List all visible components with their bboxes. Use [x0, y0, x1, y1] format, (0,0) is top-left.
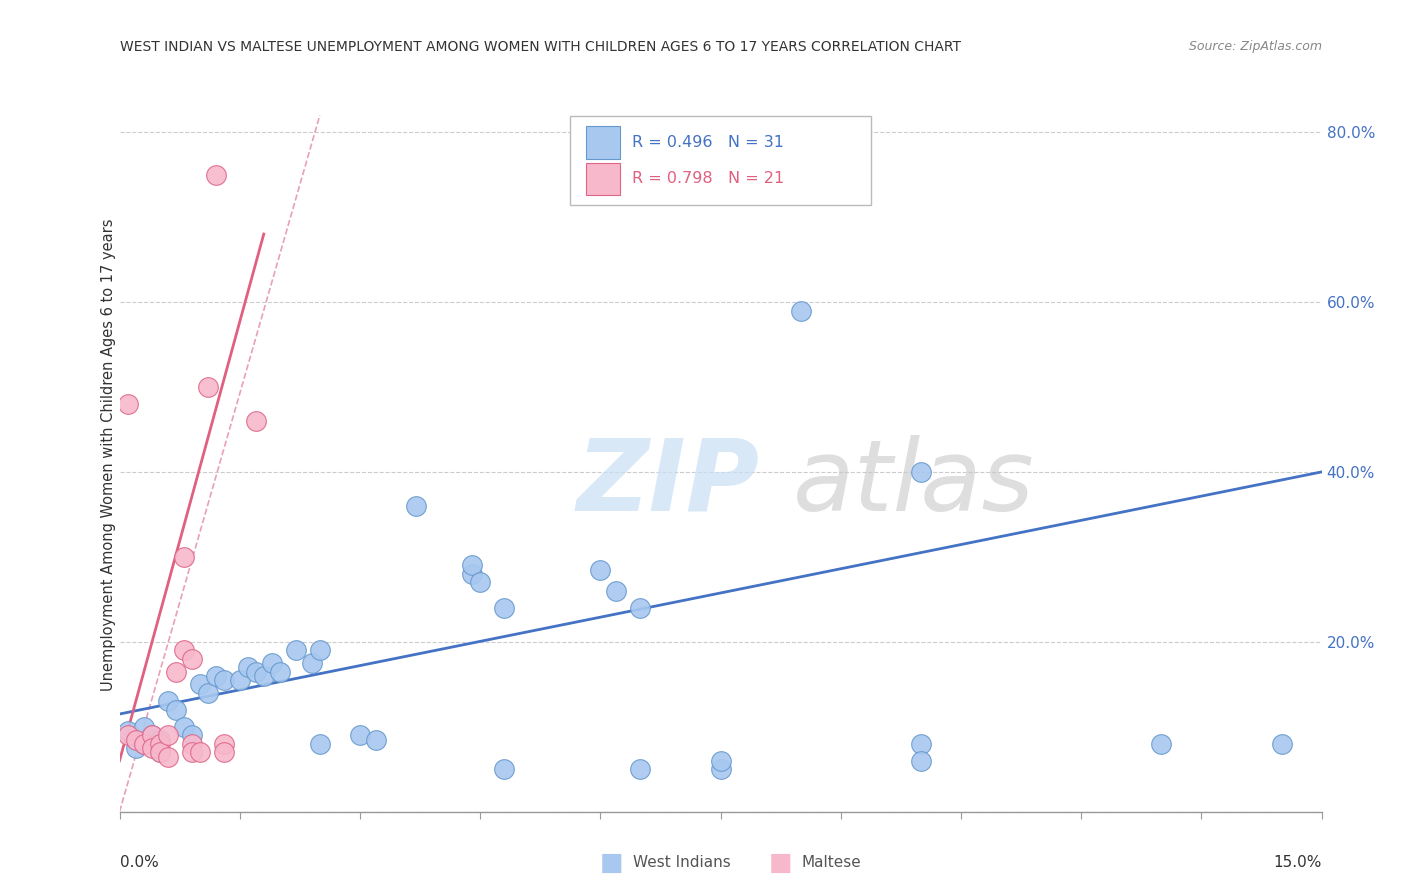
Point — [156, 694, 179, 708]
Point — [245, 414, 267, 428]
Point — [589, 563, 612, 577]
Point — [494, 762, 516, 776]
Point — [212, 673, 235, 687]
Text: 0.0%: 0.0% — [120, 855, 159, 870]
Text: R = 0.798   N = 21: R = 0.798 N = 21 — [631, 171, 785, 186]
Point — [180, 652, 202, 666]
Point — [605, 583, 627, 598]
Text: ■: ■ — [600, 851, 623, 874]
Text: Source: ZipAtlas.com: Source: ZipAtlas.com — [1188, 40, 1322, 54]
Point — [188, 677, 211, 691]
Point — [461, 566, 484, 581]
Point — [309, 643, 332, 657]
Text: West Indians: West Indians — [633, 855, 731, 870]
Point — [212, 745, 235, 759]
Point — [630, 600, 652, 615]
Text: 15.0%: 15.0% — [1274, 855, 1322, 870]
Point — [124, 732, 146, 747]
Point — [165, 703, 187, 717]
Point — [117, 728, 139, 742]
Point — [212, 737, 235, 751]
Point — [245, 665, 267, 679]
Point — [790, 303, 813, 318]
Point — [180, 737, 202, 751]
Point — [269, 665, 291, 679]
Point — [124, 732, 146, 747]
Point — [141, 741, 163, 756]
Point — [284, 643, 307, 657]
Point — [461, 558, 484, 573]
Point — [180, 745, 202, 759]
Point — [1271, 737, 1294, 751]
Text: atlas: atlas — [793, 435, 1035, 532]
Point — [149, 732, 172, 747]
Point — [910, 465, 932, 479]
Point — [117, 724, 139, 739]
Point — [236, 660, 259, 674]
Point — [180, 728, 202, 742]
Point — [405, 499, 427, 513]
Point — [149, 745, 172, 759]
Point — [709, 762, 731, 776]
Point — [630, 762, 652, 776]
Text: WEST INDIAN VS MALTESE UNEMPLOYMENT AMONG WOMEN WITH CHILDREN AGES 6 TO 17 YEARS: WEST INDIAN VS MALTESE UNEMPLOYMENT AMON… — [120, 40, 960, 54]
Point — [494, 600, 516, 615]
Text: R = 0.496   N = 31: R = 0.496 N = 31 — [631, 135, 783, 150]
Point — [156, 728, 179, 742]
Text: ■: ■ — [769, 851, 792, 874]
Point — [204, 168, 226, 182]
Point — [1150, 737, 1173, 751]
Point — [149, 737, 172, 751]
Point — [468, 575, 492, 590]
Y-axis label: Unemployment Among Women with Children Ages 6 to 17 years: Unemployment Among Women with Children A… — [101, 219, 115, 691]
Point — [349, 728, 371, 742]
Point — [204, 669, 226, 683]
Point — [309, 737, 332, 751]
Point — [260, 656, 283, 670]
Point — [188, 745, 211, 759]
Point — [132, 720, 155, 734]
Point — [910, 737, 932, 751]
Point — [228, 673, 252, 687]
Point — [173, 549, 195, 564]
Bar — [586, 127, 620, 159]
Point — [124, 741, 146, 756]
Point — [141, 728, 163, 742]
Point — [173, 643, 195, 657]
Point — [132, 737, 155, 751]
Bar — [586, 162, 620, 194]
Text: Maltese: Maltese — [801, 855, 860, 870]
Point — [173, 720, 195, 734]
Text: ZIP: ZIP — [576, 435, 759, 532]
Point — [132, 737, 155, 751]
Point — [197, 380, 219, 394]
Point — [156, 749, 179, 764]
Point — [910, 754, 932, 768]
Point — [709, 754, 731, 768]
Point — [364, 732, 387, 747]
Point — [253, 669, 276, 683]
FancyBboxPatch shape — [571, 116, 870, 205]
Point — [149, 745, 172, 759]
Point — [165, 665, 187, 679]
Point — [197, 686, 219, 700]
Point — [141, 728, 163, 742]
Point — [117, 397, 139, 411]
Point — [301, 656, 323, 670]
